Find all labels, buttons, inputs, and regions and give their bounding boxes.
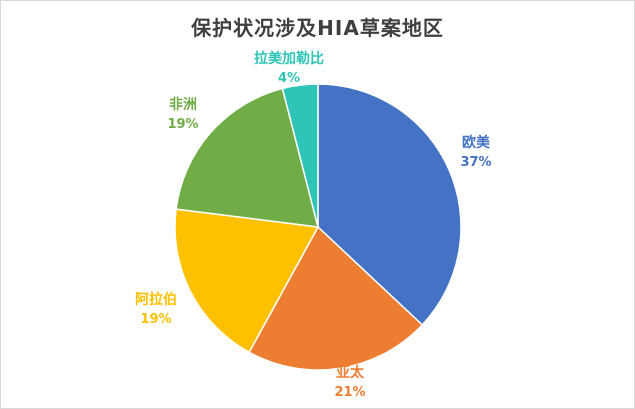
pie-labels: 欧美 37% 亚太 21% 阿拉伯 19% 非洲 19% 拉美加勒比 4% bbox=[135, 50, 492, 400]
pie-slice-2 bbox=[174, 208, 320, 354]
slice-name-label: 拉美加勒比 bbox=[254, 50, 324, 67]
chart-title: 保护状况涉及HIA草案地区 bbox=[191, 16, 444, 40]
slice-percent-label: 21% bbox=[334, 385, 365, 400]
pie-slice-0 bbox=[317, 83, 462, 326]
slice-percent-label: 19% bbox=[167, 117, 198, 132]
slice-percent-label: 37% bbox=[460, 155, 491, 170]
slice-percent-label: 4% bbox=[278, 71, 300, 86]
pie-slice-3 bbox=[175, 87, 320, 228]
slice-percent-label: 19% bbox=[140, 312, 171, 327]
slice-name-label: 阿拉伯 bbox=[135, 291, 177, 308]
slice-name-label: 亚太 bbox=[336, 364, 365, 381]
pie-slice-1 bbox=[248, 225, 424, 371]
slice-name-label: 欧美 bbox=[462, 134, 491, 151]
slice-name-label: 非洲 bbox=[169, 96, 197, 113]
pie-slice-4 bbox=[281, 83, 319, 228]
pie-slices bbox=[174, 83, 462, 371]
